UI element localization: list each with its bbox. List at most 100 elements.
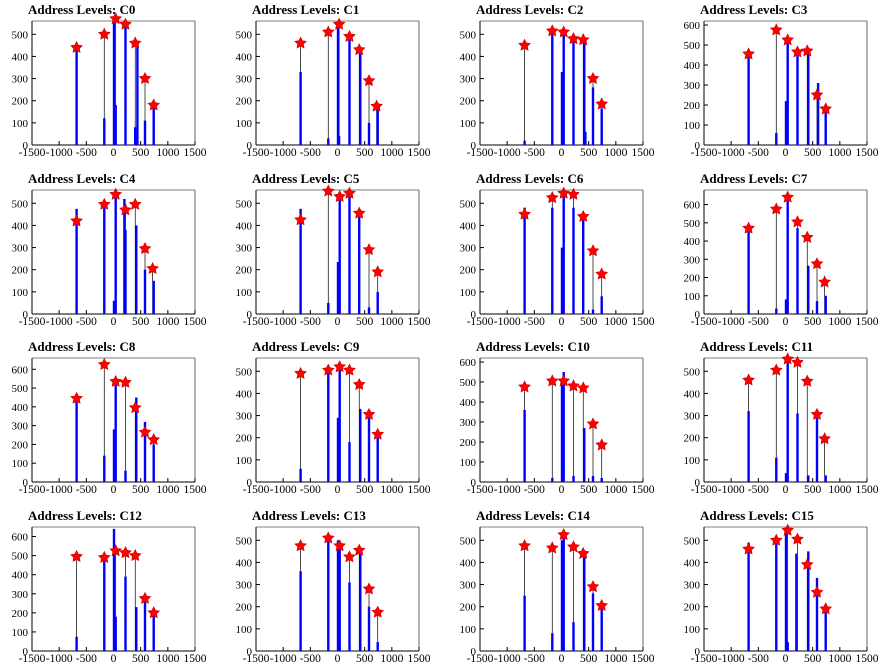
peak-star-marker: [321, 25, 335, 38]
peak-star-marker: [352, 377, 366, 390]
histogram-bar: [136, 43, 139, 145]
peak-star-marker: [109, 374, 123, 387]
peak-star-marker: [586, 417, 600, 430]
subplot-c9: Address Levels: C90100200300400500-1500-…: [236, 339, 431, 496]
peak-star-marker: [294, 36, 307, 49]
x-tick-label: 500: [804, 316, 822, 328]
histogram-bar: [815, 301, 819, 314]
peak-star-marker: [371, 265, 385, 278]
peak-star-marker: [352, 206, 366, 219]
x-tick-label: 1000: [828, 653, 851, 665]
y-tick-label: 300: [236, 580, 253, 592]
peak-star-marker: [128, 401, 142, 414]
y-tick-label: 300: [460, 74, 477, 86]
histogram-bar: [124, 24, 127, 145]
y-tick-label: 500: [684, 366, 701, 378]
x-tick-label: -500: [300, 316, 321, 328]
x-tick-label: 1500: [632, 147, 655, 159]
x-tick-label: 0: [111, 484, 117, 496]
peak-star-marker: [97, 27, 111, 40]
x-tick-label: -1500: [19, 484, 46, 496]
peak-star-marker: [119, 546, 132, 559]
y-tick-label: 400: [12, 402, 29, 414]
y-tick-label: 600: [12, 532, 29, 544]
histogram-bar: [376, 642, 379, 651]
peak-star-marker: [518, 539, 531, 552]
histogram-bar: [775, 457, 778, 482]
peak-star-marker: [128, 36, 142, 49]
x-tick-label: -500: [300, 147, 321, 159]
peak-star-marker: [352, 43, 366, 56]
x-tick-label: 1500: [856, 147, 879, 159]
y-tick-label: 100: [236, 287, 253, 299]
histogram-bar: [103, 118, 106, 145]
histogram-bar: [327, 138, 330, 145]
x-tick-label: -1000: [270, 484, 297, 496]
histogram-bar: [775, 308, 778, 314]
histogram-bar: [143, 593, 147, 651]
peak-star-marker: [576, 33, 590, 46]
x-tick-label: 0: [783, 484, 789, 496]
peak-star-marker: [576, 546, 590, 559]
x-tick-label: -1000: [270, 653, 297, 665]
x-tick-label: 0: [335, 653, 341, 665]
x-tick-label: -500: [524, 147, 545, 159]
x-tick-label: -1500: [467, 316, 494, 328]
histogram-bar: [560, 247, 564, 314]
y-tick-label: 200: [460, 265, 477, 277]
x-tick-label: -1500: [467, 484, 494, 496]
x-tick-label: 500: [132, 653, 150, 665]
peak-star-marker: [781, 523, 795, 536]
histogram-bar: [336, 24, 340, 145]
subplot-c11: Address Levels: C11 0 100 200 300 400 500 -1500…: [684, 339, 879, 496]
histogram-bar: [135, 225, 138, 314]
peak-star-marker: [321, 184, 335, 197]
peak-star-marker: [362, 407, 376, 420]
histogram-bar: [327, 302, 330, 314]
histogram-bar: [299, 571, 302, 651]
x-tick-label: 500: [580, 147, 598, 159]
subplot-title: Address Levels: C8: [28, 339, 136, 354]
x-tick-label: 1000: [380, 147, 403, 159]
histogram-bar: [600, 296, 603, 314]
histogram-bar: [114, 194, 117, 314]
y-tick-label: 500: [460, 377, 477, 389]
peak-star-marker: [109, 544, 123, 557]
histogram-bar: [807, 551, 810, 651]
histogram-bar: [591, 309, 595, 314]
y-tick-label: 400: [460, 557, 477, 569]
x-tick-label: -1000: [718, 484, 745, 496]
histogram-bar: [135, 397, 138, 482]
peak-star-marker: [146, 261, 159, 275]
histogram-bar: [562, 535, 565, 651]
x-tick-label: -1500: [691, 147, 718, 159]
y-tick-label: 400: [12, 570, 29, 582]
x-tick-label: 1000: [156, 653, 179, 665]
y-tick-label: 100: [460, 118, 477, 130]
histogram-bar: [591, 87, 595, 145]
peak-star-marker: [557, 186, 571, 199]
y-tick-label: 100: [236, 624, 253, 636]
histogram-bar: [786, 40, 789, 145]
subplot-title: Address Levels: C10: [476, 339, 590, 354]
subplot-title: Address Levels: C7: [700, 171, 808, 186]
peak-star-marker: [371, 427, 385, 440]
x-tick-label: -1000: [494, 484, 521, 496]
y-tick-label: 400: [684, 60, 701, 72]
x-tick-label: 1000: [380, 484, 403, 496]
y-tick-label: 200: [236, 96, 253, 108]
peak-star-marker: [70, 40, 83, 53]
x-tick-label: -1000: [718, 653, 745, 665]
histogram-bar: [583, 428, 586, 482]
y-tick-label: 300: [684, 80, 701, 92]
histogram-bar: [103, 455, 106, 482]
x-tick-label: 1500: [184, 484, 207, 496]
x-tick-label: -1500: [691, 484, 718, 496]
y-tick-label: 100: [460, 624, 477, 636]
y-tick-label: 300: [236, 243, 253, 255]
peak-star-marker: [343, 550, 356, 563]
y-tick-label: 0: [471, 309, 477, 321]
y-tick-label: 500: [236, 535, 253, 547]
histogram-bar: [551, 633, 554, 651]
y-tick-label: 300: [684, 411, 701, 423]
